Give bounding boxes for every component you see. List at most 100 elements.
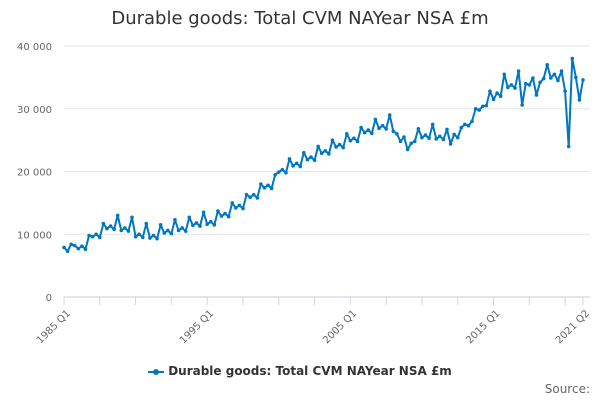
data-point bbox=[556, 78, 560, 83]
data-point bbox=[352, 136, 356, 141]
data-point bbox=[423, 133, 428, 137]
x-tick-label: 2005 Q1 bbox=[321, 308, 359, 346]
data-point bbox=[230, 201, 235, 205]
data-point bbox=[434, 137, 439, 141]
data-point bbox=[105, 226, 109, 231]
data-point bbox=[348, 138, 353, 143]
data-point bbox=[69, 242, 73, 247]
data-point bbox=[559, 69, 564, 73]
data-point bbox=[445, 127, 449, 132]
data-point bbox=[384, 127, 388, 131]
legend-label: Durable goods: Total CVM NAYear NSA £m bbox=[168, 364, 452, 378]
y-tick-label: 40 000 bbox=[17, 42, 52, 53]
series-line bbox=[63, 57, 584, 253]
y-tick-label: 10 000 bbox=[17, 230, 52, 241]
data-point bbox=[341, 145, 345, 150]
data-point bbox=[577, 98, 582, 102]
data-point bbox=[312, 158, 317, 163]
data-point bbox=[76, 246, 81, 251]
data-point bbox=[498, 94, 503, 98]
data-point bbox=[298, 164, 303, 169]
data-point bbox=[581, 78, 585, 82]
data-point bbox=[65, 249, 70, 253]
data-point bbox=[148, 236, 152, 240]
data-point bbox=[319, 151, 324, 156]
data-point bbox=[366, 128, 371, 132]
data-point bbox=[201, 210, 206, 215]
data-point bbox=[62, 245, 66, 250]
data-point bbox=[531, 76, 535, 80]
y-tick-label: 0 bbox=[46, 293, 52, 304]
data-point bbox=[516, 69, 521, 73]
data-point bbox=[90, 234, 95, 239]
data-point bbox=[130, 215, 134, 220]
data-point bbox=[226, 214, 231, 219]
data-point bbox=[534, 93, 539, 97]
data-point bbox=[234, 206, 238, 210]
data-point bbox=[370, 131, 374, 136]
data-point bbox=[362, 130, 367, 135]
data-point bbox=[330, 138, 335, 142]
data-point bbox=[523, 81, 528, 86]
data-point bbox=[527, 83, 532, 87]
data-point bbox=[237, 203, 242, 208]
data-point bbox=[402, 135, 406, 139]
data-point bbox=[552, 72, 557, 77]
data-point bbox=[291, 164, 295, 168]
data-point bbox=[327, 152, 331, 156]
data-point bbox=[455, 135, 460, 140]
data-point bbox=[491, 97, 496, 102]
chart-title: Durable goods: Total CVM NAYear NSA £m bbox=[111, 8, 489, 29]
data-point bbox=[183, 229, 188, 233]
data-point bbox=[495, 91, 499, 95]
data-point bbox=[158, 223, 163, 227]
data-point bbox=[187, 215, 192, 220]
data-point bbox=[151, 233, 156, 238]
data-point bbox=[284, 170, 288, 175]
data-point bbox=[208, 219, 213, 224]
data-point bbox=[166, 228, 170, 233]
data-point bbox=[115, 213, 120, 218]
data-point bbox=[480, 104, 485, 109]
data-point bbox=[266, 183, 270, 188]
data-point bbox=[323, 148, 328, 153]
data-point bbox=[377, 126, 381, 131]
data-point bbox=[337, 142, 342, 147]
data-point bbox=[276, 170, 281, 174]
data-point bbox=[287, 157, 292, 161]
data-point bbox=[173, 218, 177, 222]
x-tick-label: 1995 Q1 bbox=[178, 308, 216, 346]
data-point bbox=[219, 214, 224, 218]
legend[interactable]: Durable goods: Total CVM NAYear NSA £m bbox=[0, 364, 600, 378]
data-point bbox=[398, 139, 403, 144]
data-point bbox=[409, 141, 413, 146]
data-point bbox=[484, 103, 489, 108]
data-point bbox=[97, 235, 102, 240]
data-point bbox=[248, 195, 252, 200]
x-tick-label: 1985 Q1 bbox=[35, 308, 73, 346]
data-point bbox=[155, 236, 159, 241]
data-point bbox=[506, 85, 510, 90]
data-point bbox=[488, 89, 492, 93]
data-point bbox=[470, 119, 474, 124]
data-point bbox=[477, 108, 482, 112]
x-tick-label: 2015 Q1 bbox=[464, 308, 502, 346]
data-point bbox=[513, 86, 517, 90]
data-point bbox=[473, 106, 478, 111]
data-point bbox=[452, 132, 456, 137]
data-point bbox=[359, 125, 363, 130]
data-point bbox=[251, 192, 256, 197]
data-point bbox=[459, 125, 464, 130]
data-point bbox=[566, 144, 571, 149]
data-point bbox=[391, 129, 396, 134]
data-point bbox=[169, 231, 174, 236]
data-point bbox=[570, 56, 575, 61]
data-point bbox=[387, 113, 392, 117]
data-point bbox=[133, 234, 138, 239]
y-tick-label: 30 000 bbox=[17, 105, 52, 116]
data-point bbox=[427, 136, 431, 141]
data-point bbox=[309, 155, 313, 159]
data-point bbox=[198, 224, 202, 228]
data-point bbox=[441, 137, 446, 142]
